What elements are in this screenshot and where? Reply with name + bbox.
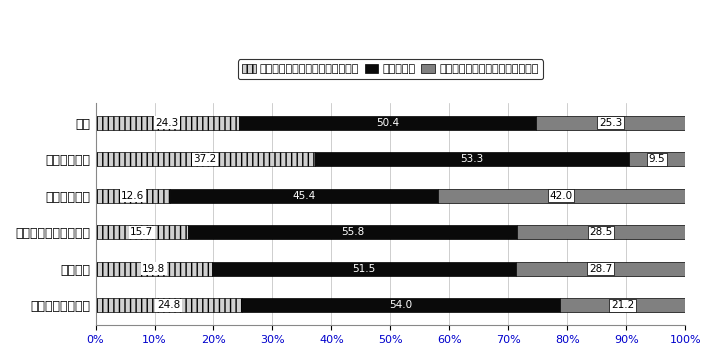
Bar <box>517 225 685 239</box>
Text: 12.6: 12.6 <box>121 191 145 201</box>
Text: 21.2: 21.2 <box>611 300 634 310</box>
Bar <box>95 298 242 312</box>
Bar <box>437 189 685 203</box>
Text: 24.3: 24.3 <box>155 118 179 128</box>
Bar <box>95 225 188 239</box>
Text: 28.5: 28.5 <box>589 227 613 237</box>
Text: 54.0: 54.0 <box>390 300 412 310</box>
Text: 55.8: 55.8 <box>341 227 364 237</box>
Bar <box>560 298 685 312</box>
Bar <box>95 152 315 166</box>
Text: 9.5: 9.5 <box>649 154 665 165</box>
Bar <box>516 262 685 276</box>
Bar <box>213 262 516 276</box>
Legend: 「良くなる」または「高くなる」, 「横ばい」, 「悪くなる」または「低くなる」: 「良くなる」または「高くなる」, 「横ばい」, 「悪くなる」または「低くなる」 <box>238 59 543 79</box>
Text: 24.8: 24.8 <box>157 300 180 310</box>
Text: 25.3: 25.3 <box>599 118 622 128</box>
Bar <box>95 116 239 130</box>
Text: 50.4: 50.4 <box>376 118 399 128</box>
Bar <box>95 262 213 276</box>
Text: 28.7: 28.7 <box>589 264 612 274</box>
Bar <box>629 152 685 166</box>
Bar <box>242 298 560 312</box>
Text: 42.0: 42.0 <box>550 191 573 201</box>
Bar <box>188 225 517 239</box>
Bar <box>315 152 629 166</box>
Text: 15.7: 15.7 <box>130 227 153 237</box>
Bar <box>239 116 536 130</box>
Text: 19.8: 19.8 <box>142 264 165 274</box>
Bar <box>536 116 685 130</box>
Text: 37.2: 37.2 <box>193 154 217 165</box>
Bar <box>95 189 170 203</box>
Text: 53.3: 53.3 <box>460 154 484 165</box>
Text: 45.4: 45.4 <box>292 191 315 201</box>
Bar <box>170 189 437 203</box>
Text: 51.5: 51.5 <box>352 264 376 274</box>
